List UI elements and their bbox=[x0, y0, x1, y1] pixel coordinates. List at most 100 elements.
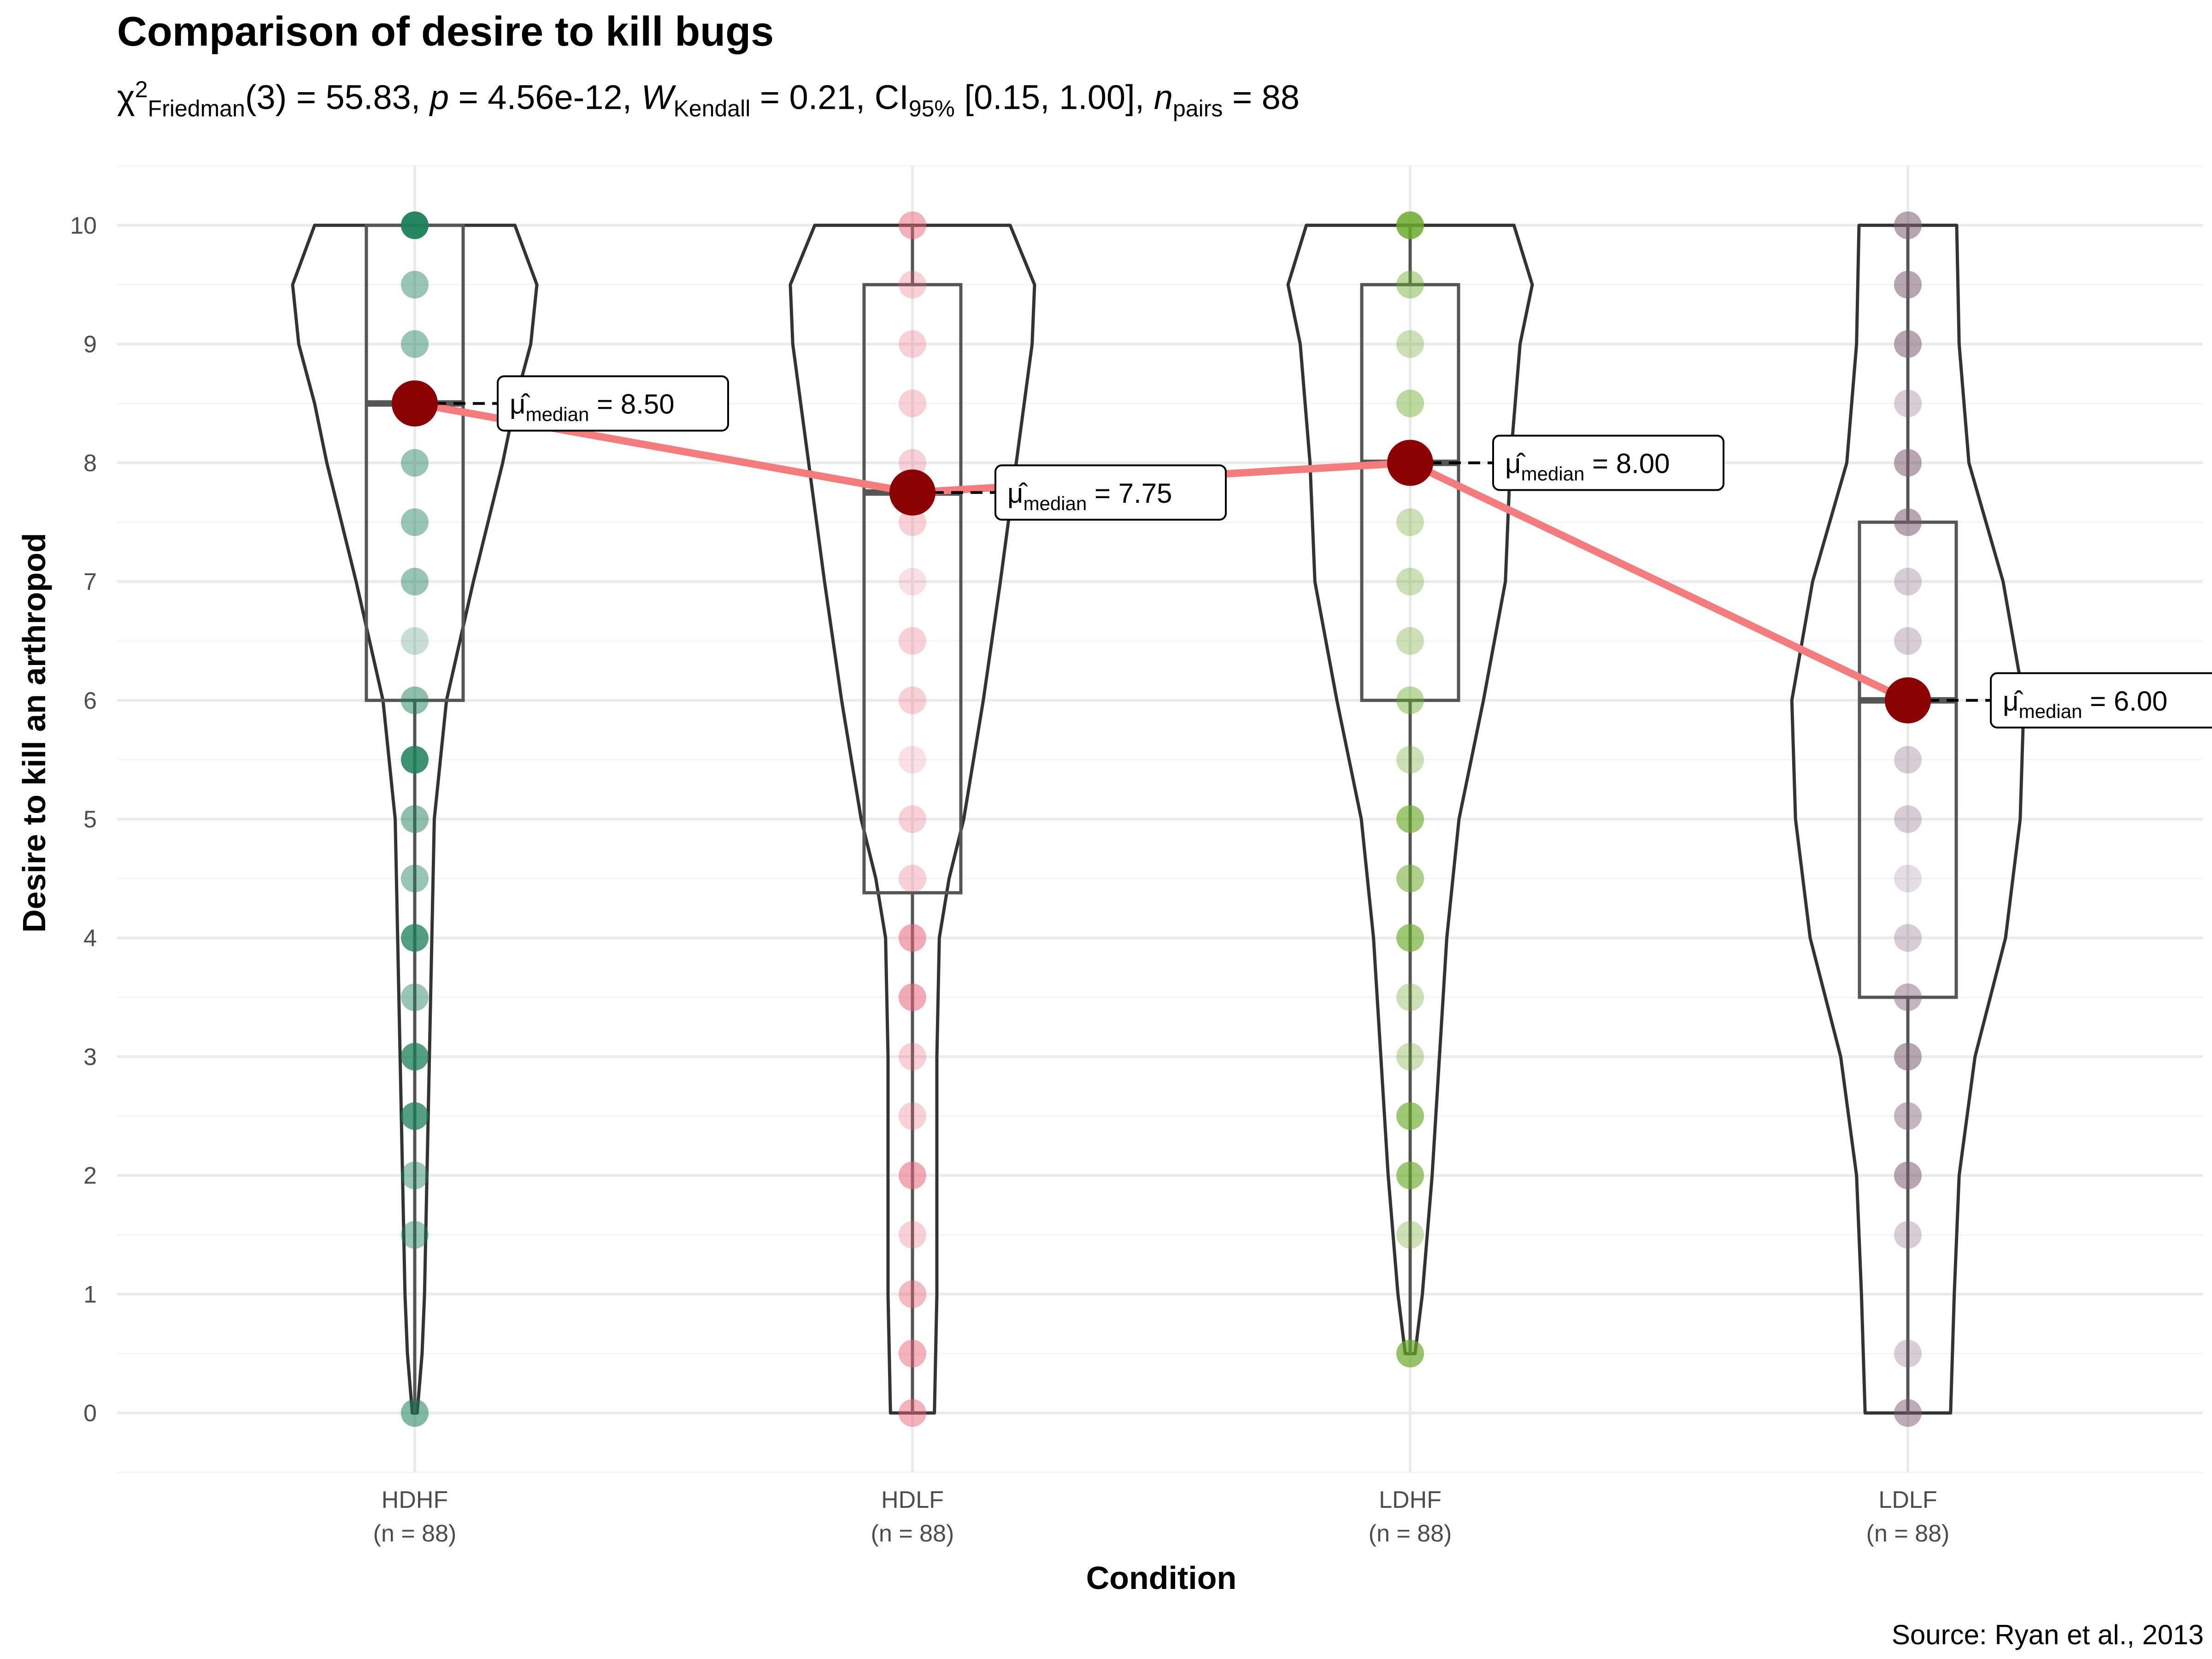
data-point bbox=[899, 330, 926, 358]
x-tick-count: (n = 88) bbox=[1369, 1520, 1452, 1547]
y-tick-label: 8 bbox=[83, 450, 97, 477]
data-point bbox=[1894, 746, 1922, 774]
data-point bbox=[1396, 627, 1424, 655]
median-annotation-text: μ̂median = 8.50 bbox=[510, 388, 675, 425]
median-point bbox=[889, 469, 935, 516]
data-point bbox=[401, 865, 429, 893]
chart-subtitle: χ2Friedman(3) = 55.83, p = 4.56e-12, WKe… bbox=[117, 76, 1300, 122]
data-point bbox=[1894, 1042, 1922, 1071]
data-point bbox=[1396, 1161, 1424, 1189]
data-point bbox=[899, 1340, 926, 1368]
y-axis-title: Desire to kill an arthropod bbox=[16, 533, 52, 932]
data-point bbox=[899, 389, 926, 418]
median-point bbox=[1885, 677, 1931, 724]
chi-sub: Friedman bbox=[147, 95, 245, 122]
median-value: = 8.50 bbox=[589, 388, 674, 419]
ci-value: [0.15, 1.00], bbox=[954, 78, 1154, 117]
data-point bbox=[1396, 211, 1424, 239]
data-point bbox=[401, 805, 429, 833]
data-point bbox=[899, 686, 926, 714]
median-annotation-box bbox=[994, 464, 1227, 521]
median-sub: median bbox=[1024, 493, 1087, 514]
median-value: = 8.00 bbox=[1584, 448, 1670, 479]
data-point bbox=[899, 1399, 926, 1427]
y-tick-label: 3 bbox=[83, 1044, 97, 1071]
data-point bbox=[401, 449, 429, 477]
data-point bbox=[1396, 746, 1424, 774]
median-layer: μ̂median = 8.50μ̂median = 7.75μ̂median =… bbox=[392, 375, 2212, 729]
data-point bbox=[1894, 1340, 1922, 1368]
data-point bbox=[899, 1161, 926, 1189]
data-point bbox=[899, 746, 926, 774]
y-tick-label: 5 bbox=[83, 806, 97, 833]
data-point bbox=[1894, 449, 1922, 477]
data-point bbox=[1396, 330, 1424, 358]
data-point bbox=[401, 271, 429, 299]
data-point bbox=[899, 1280, 926, 1308]
data-point bbox=[401, 686, 429, 714]
x-axis-title: Condition bbox=[1086, 1560, 1237, 1596]
y-tick-label: 4 bbox=[83, 925, 97, 952]
data-point bbox=[1894, 508, 1922, 536]
data-point bbox=[401, 1102, 429, 1130]
data-point bbox=[899, 924, 926, 952]
data-point bbox=[1894, 271, 1922, 299]
n-symbol: n bbox=[1153, 78, 1173, 117]
median-annotation-box bbox=[1990, 672, 2212, 729]
data-point bbox=[899, 627, 926, 655]
data-point bbox=[899, 449, 926, 477]
data-point bbox=[1396, 924, 1424, 952]
data-point bbox=[899, 568, 926, 596]
n-value: = 88 bbox=[1223, 78, 1300, 117]
violin-hdhf bbox=[291, 224, 539, 1415]
x-tick-count: (n = 88) bbox=[871, 1520, 954, 1547]
median-annotation-box bbox=[497, 375, 729, 432]
data-point bbox=[1396, 805, 1424, 833]
data-point bbox=[1894, 865, 1922, 893]
chi-sup: 2 bbox=[135, 76, 148, 102]
data-point bbox=[1894, 983, 1922, 1012]
chi-stat: (3) = 55.83, bbox=[245, 78, 430, 117]
median-value: = 7.75 bbox=[1087, 478, 1172, 509]
median-point bbox=[1387, 440, 1433, 486]
w-symbol: W bbox=[641, 78, 674, 117]
data-point bbox=[1894, 568, 1922, 596]
data-point bbox=[899, 508, 926, 536]
data-point bbox=[401, 1161, 429, 1189]
w-value: = 0.21, CI bbox=[750, 78, 909, 117]
data-point bbox=[899, 1102, 926, 1130]
data-point bbox=[1396, 508, 1424, 536]
x-tick-label: HDHF bbox=[382, 1487, 448, 1513]
data-point bbox=[401, 568, 429, 596]
data-point bbox=[1894, 1102, 1922, 1130]
data-point bbox=[401, 627, 429, 655]
data-point bbox=[401, 211, 429, 239]
p-value: = 4.56e-12, bbox=[449, 78, 641, 117]
chart-title: Comparison of desire to kill bugs bbox=[117, 9, 774, 55]
box-hdlf bbox=[862, 283, 963, 894]
data-point bbox=[1894, 627, 1922, 655]
y-tick-label: 6 bbox=[83, 688, 97, 714]
data-point bbox=[1396, 1340, 1424, 1368]
data-point bbox=[401, 1399, 429, 1427]
data-point bbox=[899, 211, 926, 239]
data-point bbox=[401, 508, 429, 536]
median-sub: median bbox=[1521, 463, 1585, 484]
y-tick-label: 9 bbox=[83, 331, 97, 358]
data-point bbox=[899, 865, 926, 893]
w-sub: Kendall bbox=[673, 95, 751, 122]
median-sub: median bbox=[526, 403, 589, 425]
data-point bbox=[1894, 805, 1922, 833]
data-point bbox=[899, 1042, 926, 1071]
p-symbol: p bbox=[429, 78, 449, 117]
data-point bbox=[1396, 1042, 1424, 1071]
data-point bbox=[1396, 389, 1424, 418]
data-point bbox=[1396, 271, 1424, 299]
x-tick-count: (n = 88) bbox=[1866, 1520, 1950, 1547]
chi-symbol: χ bbox=[117, 78, 135, 117]
data-point bbox=[1894, 211, 1922, 239]
data-point bbox=[1894, 924, 1922, 952]
data-point bbox=[1396, 983, 1424, 1012]
